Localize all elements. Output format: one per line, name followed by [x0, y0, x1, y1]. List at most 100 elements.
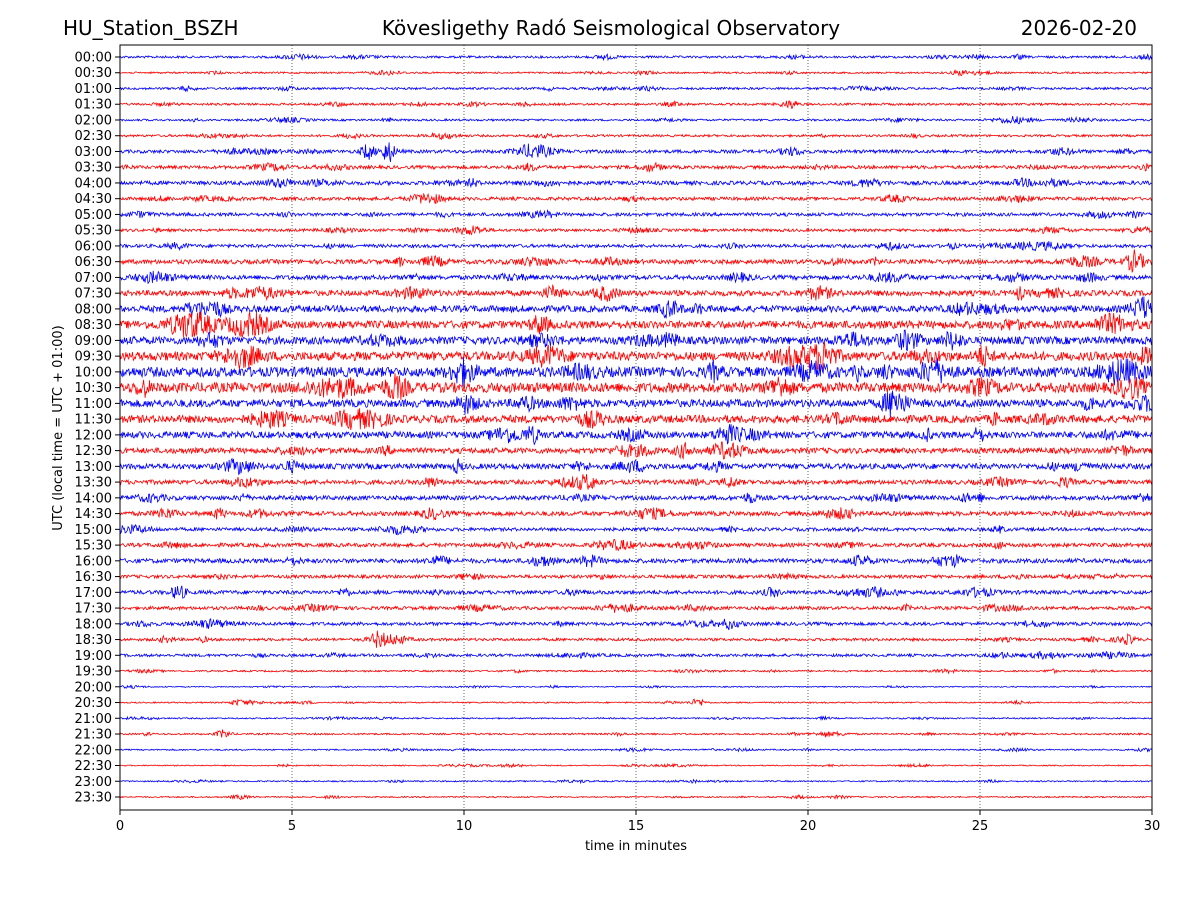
x-tick-label: 10: [456, 819, 473, 834]
trace-0400: [119, 177, 1152, 189]
y-tick-label: 01:00: [75, 82, 112, 97]
y-tick-label: 22:30: [75, 759, 112, 774]
trace-1630: [119, 571, 1153, 581]
trace-1930: [119, 668, 1153, 675]
y-tick-label: 04:30: [75, 192, 112, 207]
trace-0200: [119, 116, 1153, 125]
y-tick-label: 18:30: [75, 633, 112, 648]
y-tick-label: 20:00: [75, 680, 112, 695]
trace-1530: [119, 538, 1153, 552]
trace-1600: [119, 554, 1153, 569]
y-tick-label: 01:30: [75, 98, 112, 113]
trace-0530: [119, 225, 1153, 236]
trace-1000: [119, 357, 1153, 387]
trace-0300: [119, 142, 1153, 162]
trace-1400: [119, 492, 1153, 504]
trace-0700: [119, 270, 1153, 284]
trace-1900: [119, 650, 1153, 661]
y-tick-label: 21:00: [75, 712, 112, 727]
trace-0330: [119, 161, 1153, 173]
station-name: HU_Station_BSZH: [63, 16, 239, 40]
x-tick-label: 15: [628, 819, 645, 834]
y-tick-label: 07:30: [75, 287, 112, 302]
y-tick-label: 08:00: [75, 302, 112, 317]
trace-2000: [119, 684, 1153, 690]
y-tick-label: 22:00: [75, 743, 112, 758]
trace-2330: [119, 793, 1153, 801]
y-tick-label: 06:00: [75, 239, 112, 254]
y-tick-label: 12:00: [75, 428, 112, 443]
y-tick-label: 11:30: [75, 413, 112, 428]
trace-1830: [119, 630, 1153, 648]
trace-1500: [119, 523, 1153, 536]
x-tick-label: 5: [288, 819, 296, 834]
y-tick-label: 18:00: [75, 617, 112, 632]
x-axis-label: time in minutes: [585, 839, 687, 854]
y-tick-label: 16:00: [75, 554, 112, 569]
y-tick-label: 15:00: [75, 523, 112, 538]
y-axis-label: UTC (local time = UTC + 01:00): [51, 325, 66, 530]
trace-0430: [119, 192, 1152, 205]
trace-0130: [119, 100, 1153, 109]
y-tick-label: 17:30: [75, 602, 112, 617]
y-tick-label: 03:30: [75, 161, 112, 176]
y-tick-label: 08:30: [75, 318, 112, 333]
y-tick-label: 14:30: [75, 507, 112, 522]
x-tick-label: 30: [1144, 819, 1161, 834]
y-tick-label: 14:00: [75, 491, 112, 506]
trace-0030: [119, 69, 1152, 77]
trace-0600: [119, 240, 1153, 252]
trace-2100: [119, 715, 1153, 722]
y-tick-label: 03:00: [75, 145, 112, 160]
trace-0800: [119, 296, 1153, 319]
trace-1430: [119, 507, 1153, 521]
y-tick-label: 19:00: [75, 649, 112, 664]
y-tick-label: 17:00: [75, 586, 112, 601]
y-tick-label: 10:00: [75, 365, 112, 380]
y-tick-label: 02:00: [75, 113, 112, 128]
x-tick-label: 20: [800, 819, 817, 834]
trace-0230: [119, 131, 1153, 141]
trace-0630: [119, 249, 1153, 273]
trace-2130: [119, 729, 1152, 738]
y-tick-label: 00:00: [75, 51, 112, 66]
y-tick-label: 07:00: [75, 271, 112, 286]
y-tick-label: 02:30: [75, 129, 112, 144]
y-tick-label: 05:00: [75, 208, 112, 223]
trace-0100: [119, 84, 1153, 93]
y-tick-label: 09:00: [75, 334, 112, 349]
trace-1230: [120, 441, 1153, 460]
trace-0900: [119, 329, 1153, 352]
trace-0730: [119, 284, 1153, 302]
y-tick-label: 19:30: [75, 665, 112, 680]
chart-title: Kövesligethy Radó Seismological Observat…: [381, 16, 841, 40]
y-tick-label: 11:00: [75, 397, 112, 412]
trace-0000: [119, 52, 1153, 62]
y-tick-label: 04:00: [75, 176, 112, 191]
y-tick-label: 15:30: [75, 539, 112, 554]
trace-1300: [119, 457, 1153, 476]
trace-1800: [119, 618, 1153, 631]
trace-2300: [119, 778, 1153, 785]
y-tick-label: 05:30: [75, 224, 112, 239]
trace-0500: [119, 209, 1153, 220]
trace-2230: [120, 762, 1153, 769]
y-tick-label: 12:30: [75, 444, 112, 459]
trace-1100: [119, 390, 1153, 418]
y-tick-label: 16:30: [75, 570, 112, 585]
trace-0930: [119, 342, 1153, 371]
trace-2200: [119, 746, 1153, 753]
y-tick-label: 23:00: [75, 775, 112, 790]
y-tick-label: 13:00: [75, 460, 112, 475]
y-tick-label: 00:30: [75, 66, 112, 81]
y-tick-label: 06:30: [75, 255, 112, 270]
y-tick-label: 13:30: [75, 476, 112, 491]
trace-1330: [119, 473, 1153, 491]
trace-1030: [119, 373, 1153, 401]
y-tick-label: 21:30: [75, 728, 112, 743]
y-tick-label: 10:30: [75, 381, 112, 396]
x-tick-label: 25: [972, 819, 989, 834]
trace-2030: [119, 698, 1153, 707]
trace-1730: [119, 602, 1153, 613]
